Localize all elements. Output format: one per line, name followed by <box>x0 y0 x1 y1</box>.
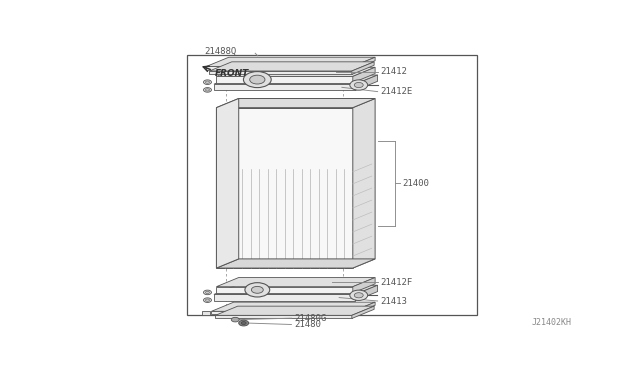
Circle shape <box>241 322 246 324</box>
Polygon shape <box>216 99 375 108</box>
Text: 21412F: 21412F <box>380 278 412 286</box>
Polygon shape <box>216 287 353 293</box>
Polygon shape <box>216 67 375 76</box>
Circle shape <box>231 317 239 322</box>
Polygon shape <box>352 306 374 318</box>
Polygon shape <box>207 67 353 70</box>
Circle shape <box>243 71 271 87</box>
Circle shape <box>204 298 211 302</box>
Polygon shape <box>214 285 378 294</box>
Polygon shape <box>353 278 375 293</box>
Polygon shape <box>214 294 355 301</box>
Polygon shape <box>214 75 378 84</box>
Circle shape <box>205 299 209 301</box>
Polygon shape <box>352 62 374 74</box>
Polygon shape <box>355 75 378 90</box>
Polygon shape <box>216 306 374 315</box>
Circle shape <box>250 75 265 84</box>
Bar <box>187 55 477 315</box>
Polygon shape <box>211 302 375 311</box>
Circle shape <box>355 83 364 87</box>
Text: 21412: 21412 <box>380 67 407 76</box>
Polygon shape <box>355 285 378 301</box>
Polygon shape <box>353 302 375 314</box>
Text: J21402KH: J21402KH <box>531 318 571 327</box>
Text: FRONT: FRONT <box>215 69 249 78</box>
Bar <box>202 311 211 315</box>
Circle shape <box>205 89 209 91</box>
Circle shape <box>205 291 209 294</box>
Polygon shape <box>211 311 353 314</box>
Circle shape <box>204 290 211 295</box>
Polygon shape <box>216 315 352 318</box>
Polygon shape <box>353 57 375 70</box>
Circle shape <box>245 283 269 297</box>
Polygon shape <box>216 76 353 83</box>
Circle shape <box>205 81 209 83</box>
Polygon shape <box>216 259 375 268</box>
Circle shape <box>350 290 367 301</box>
Polygon shape <box>214 84 355 90</box>
Text: 21412E: 21412E <box>380 87 412 96</box>
Text: 21413: 21413 <box>380 296 407 305</box>
Polygon shape <box>216 278 375 287</box>
Polygon shape <box>353 67 375 83</box>
Polygon shape <box>353 99 375 268</box>
Circle shape <box>239 320 249 326</box>
Polygon shape <box>209 71 352 74</box>
Circle shape <box>204 80 211 84</box>
Polygon shape <box>216 108 353 268</box>
Text: 21488Q: 21488Q <box>204 47 236 56</box>
Text: 21480G: 21480G <box>294 314 326 323</box>
Text: 21400: 21400 <box>403 179 429 188</box>
Circle shape <box>252 286 263 293</box>
Polygon shape <box>209 62 374 71</box>
Circle shape <box>350 80 367 90</box>
Text: 21480: 21480 <box>294 320 321 329</box>
Circle shape <box>355 293 364 298</box>
Polygon shape <box>207 57 375 67</box>
Circle shape <box>204 87 211 92</box>
Polygon shape <box>216 99 239 268</box>
